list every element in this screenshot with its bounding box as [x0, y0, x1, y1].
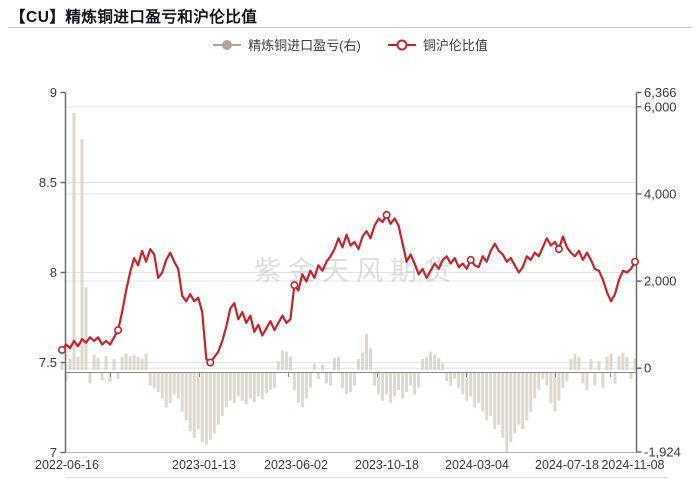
svg-text:2023-10-18: 2023-10-18	[355, 458, 419, 472]
gridlines	[65, 106, 637, 369]
watermark: 紫金天风期货	[254, 256, 458, 286]
legend-label-bar-series: 精炼铜进口盈亏(右)	[248, 38, 361, 53]
chart-legend: 精炼铜进口盈亏(右) 铜沪伦比值	[0, 35, 700, 54]
svg-text:0: 0	[644, 361, 651, 376]
filled-circle-legend-icon	[213, 39, 242, 50]
svg-text:紫金天风期货: 紫金天风期货	[254, 256, 458, 286]
svg-text:2024-07-18: 2024-07-18	[535, 458, 599, 472]
svg-text:7.5: 7.5	[39, 355, 57, 370]
svg-text:2024-03-04: 2024-03-04	[445, 458, 509, 472]
legend-label-line-series: 铜沪伦比值	[422, 38, 488, 53]
svg-text:2023-01-13: 2023-01-13	[172, 458, 236, 472]
bottom-separator	[66, 477, 668, 478]
svg-text:2022-06-16: 2022-06-16	[35, 458, 99, 472]
svg-text:6,000: 6,000	[644, 99, 677, 114]
svg-text:2,000: 2,000	[644, 274, 677, 289]
svg-text:8: 8	[50, 265, 57, 280]
title-separator	[8, 27, 692, 28]
svg-text:6,366: 6,366	[644, 85, 677, 100]
line-series	[57, 210, 639, 367]
svg-text:2024-11-08: 2024-11-08	[601, 458, 664, 472]
page-title: 【CU】精炼铜进口盈亏和沪伦比值	[10, 9, 258, 26]
bar-series	[60, 112, 637, 453]
svg-text:9: 9	[50, 85, 57, 100]
open-circle-legend-icon	[387, 39, 416, 50]
axes	[60, 91, 642, 454]
svg-text:2023-06-02: 2023-06-02	[264, 458, 328, 472]
svg-text:7: 7	[50, 445, 57, 460]
legend-item-bar-series[interactable]: 精炼铜进口盈亏(右)	[212, 35, 361, 54]
svg-text:-1,924: -1,924	[644, 445, 681, 460]
legend-item-line-series[interactable]: 铜沪伦比值	[387, 35, 488, 54]
svg-text:4,000: 4,000	[644, 186, 677, 201]
svg-text:8.5: 8.5	[39, 175, 57, 190]
